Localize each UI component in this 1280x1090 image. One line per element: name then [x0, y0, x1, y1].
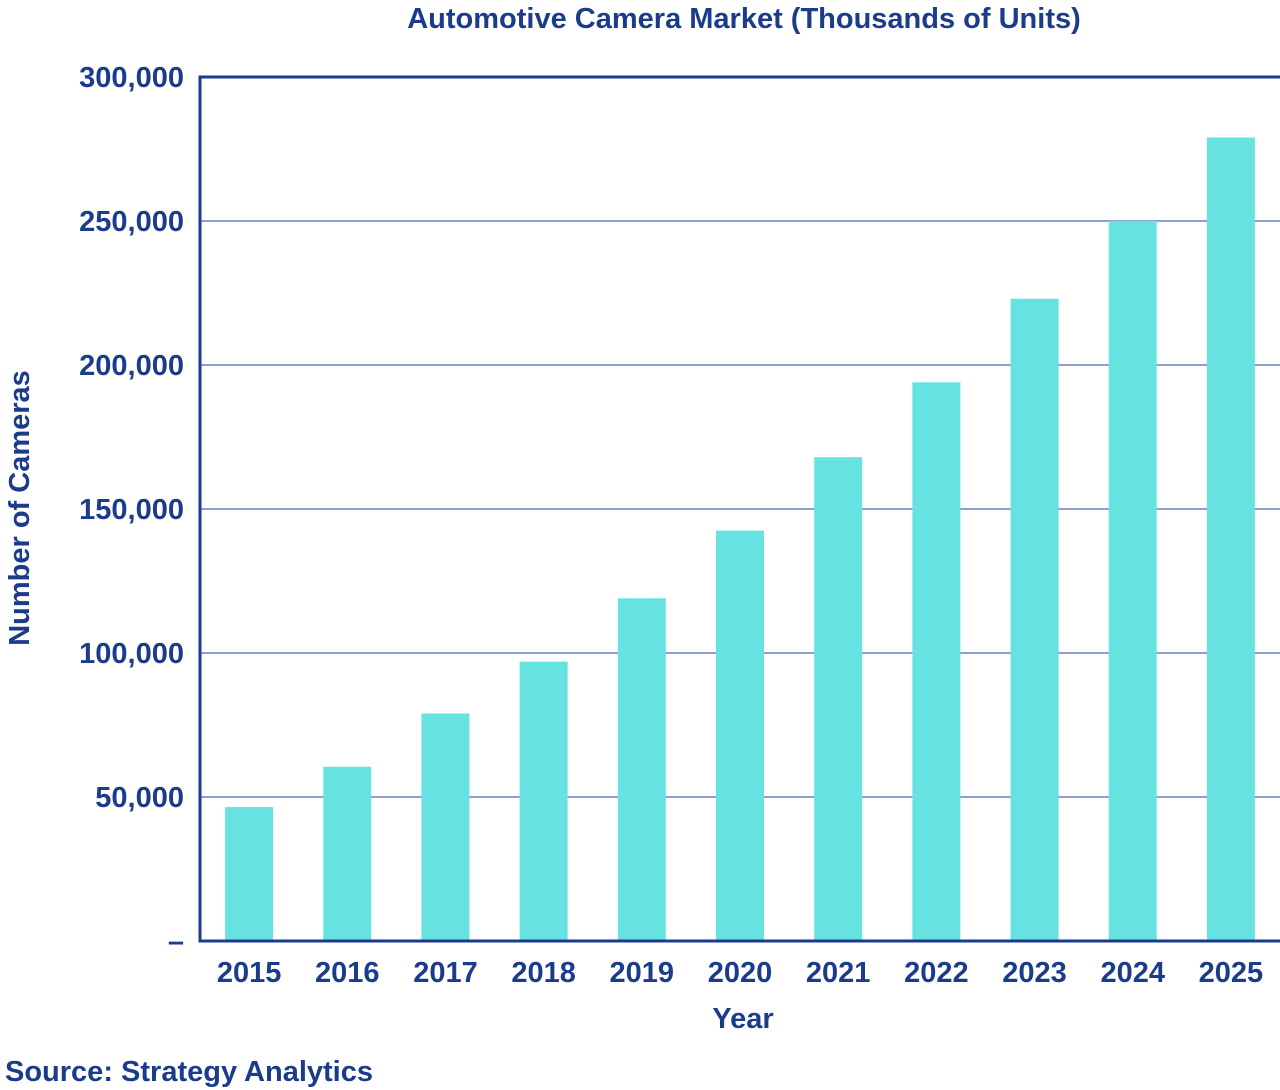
y-tick-label: 300,000 — [79, 62, 184, 94]
bars — [225, 137, 1255, 942]
x-tick-labels: 2015 2016 2017 2018 2019 2020 2021 2022 2023 2024… — [217, 957, 1263, 989]
source-note: Source: Strategy Analytics — [5, 1056, 373, 1088]
x-tick-label: 2020 — [708, 957, 773, 989]
axes — [198, 75, 1280, 943]
gridlines — [200, 220, 1280, 798]
bar-2021 — [814, 457, 863, 941]
y-tick-label: 100,000 — [79, 638, 184, 670]
y-tick-label: – — [168, 926, 184, 958]
x-tick-label: 2025 — [1199, 957, 1264, 989]
chart-title: Automotive Camera Market (Thousands of U… — [407, 3, 1081, 35]
x-tick-label: 2024 — [1100, 957, 1165, 989]
bar-2015 — [225, 807, 274, 941]
x-tick-label: 2023 — [1002, 957, 1067, 989]
bar-2019 — [617, 598, 666, 941]
y-tick-label: 50,000 — [95, 782, 184, 814]
bar-2022 — [912, 382, 961, 941]
y-tick-label: 200,000 — [79, 350, 184, 382]
bar-2018 — [519, 661, 568, 941]
x-axis-label: Year — [712, 1003, 773, 1035]
bar-2016 — [323, 766, 372, 941]
y-tick-labels: – 50,000 100,000 150,000 200,000 250,000 300,0… — [79, 62, 184, 958]
x-tick-label: 2022 — [904, 957, 969, 989]
x-tick-label: 2019 — [610, 957, 675, 989]
y-tick-label: 150,000 — [79, 494, 184, 526]
x-tick-label: 2018 — [511, 957, 576, 989]
x-tick-label: 2021 — [806, 957, 871, 989]
x-tick-label: 2015 — [217, 957, 282, 989]
x-tick-label: 2016 — [315, 957, 380, 989]
y-axis-label: Number of Cameras — [4, 370, 36, 646]
bar-2017 — [421, 713, 470, 941]
bar-2023 — [1010, 298, 1059, 941]
plot-frame — [198, 75, 1280, 943]
bar-2024 — [1108, 221, 1157, 941]
x-tick-label: 2017 — [413, 957, 478, 989]
bar-2025 — [1206, 137, 1255, 942]
y-tick-label: 250,000 — [79, 206, 184, 238]
bar-2020 — [716, 530, 764, 941]
